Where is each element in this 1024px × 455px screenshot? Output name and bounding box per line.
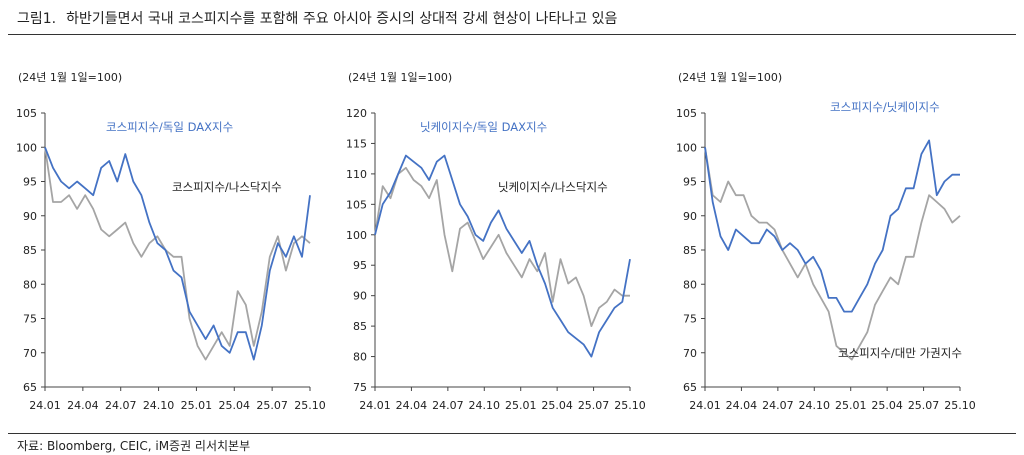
series-line-gray: [704, 147, 961, 361]
y-tick-label: 65: [23, 381, 37, 394]
y-tick-label: 100: [676, 141, 697, 154]
x-tick-label: 24.07: [432, 399, 464, 412]
y-tick-label: 80: [23, 278, 37, 291]
y-tick-label: 110: [346, 168, 367, 181]
x-tick-label: 25.07: [256, 399, 288, 412]
x-tick-label: 25.01: [181, 399, 213, 412]
series-label: 닛케이지수/독일 DAX지수: [420, 120, 547, 134]
y-tick-label: 85: [683, 244, 697, 257]
series-line-blue: [44, 146, 311, 361]
unit-label: (24년 1월 1일=100): [18, 70, 122, 84]
y-tick-label: 85: [23, 244, 37, 257]
x-tick-label: 24.10: [143, 399, 175, 412]
series-label: 코스피지수/대만 가권지수: [838, 346, 962, 360]
x-tick-label: 24.07: [105, 399, 137, 412]
series-line-gray: [44, 147, 311, 361]
y-tick-label: 75: [23, 313, 37, 326]
x-tick-label: 24.04: [396, 399, 428, 412]
figure-title: 그림1. 하반기들면서 국내 코스피지수를 포함해 주요 아시아 증시의 상대적 …: [17, 8, 617, 28]
y-tick-label: 65: [683, 381, 697, 394]
y-tick-label: 75: [353, 381, 367, 394]
y-tick-label: 90: [683, 210, 697, 223]
source-divider: [8, 433, 1016, 434]
chart-kospi-asia: (24년 1월 1일=100) 105 100 95 90 85 80 75 70 65 24.01…: [676, 70, 976, 412]
x-tick-label: 24.01: [29, 399, 61, 412]
y-tick-label: 85: [353, 320, 367, 333]
series-label: 닛케이지수/나스닥지수: [498, 180, 608, 194]
y-tick-label: 80: [353, 351, 367, 364]
y-tick-label: 95: [683, 176, 697, 189]
unit-label: (24년 1월 1일=100): [348, 70, 452, 84]
chart-nikkei: (24년 1월 1일=100) 120 115 110 105 100 95 90 85 80 75…: [346, 70, 646, 412]
y-tick-label: 105: [346, 198, 367, 211]
y-tick-label: 120: [346, 107, 367, 120]
figure-title-text: 하반기들면서 국내 코스피지수를 포함해 주요 아시아 증시의 상대적 강세 현…: [66, 11, 618, 27]
y-tick-label: 70: [683, 347, 697, 360]
y-tick-label: 105: [16, 107, 37, 120]
y-tick-label: 80: [683, 278, 697, 291]
chart-kospi: (24년 1월 1일=100) 105 100 95 90 85 80 75 70 65 24.01…: [16, 70, 326, 412]
y-tick-label: 95: [23, 176, 37, 189]
x-tick-label: 24.01: [359, 399, 391, 412]
y-tick-label: 75: [683, 313, 697, 326]
y-tick-label: 90: [353, 290, 367, 303]
series-label: 코스피지수/닛케이지수: [830, 100, 940, 114]
x-tick-label: 24.07: [762, 399, 794, 412]
x-tick-label: 24.04: [726, 399, 758, 412]
x-tick-label: 25.01: [835, 399, 867, 412]
y-tick-label: 100: [346, 229, 367, 242]
title-divider: [8, 34, 1016, 35]
x-tick-label: 24.10: [799, 399, 831, 412]
series-line-blue: [704, 139, 960, 313]
y-tick-label: 105: [676, 107, 697, 120]
series-line-gray: [374, 166, 630, 328]
x-tick-label: 25.10: [614, 399, 646, 412]
x-tick-label: 25.10: [294, 399, 326, 412]
y-tick-label: 70: [23, 347, 37, 360]
x-tick-label: 25.07: [908, 399, 940, 412]
y-tick-label: 100: [16, 141, 37, 154]
figure-number: 그림1.: [17, 11, 57, 27]
x-tick-label: 25.04: [541, 399, 573, 412]
y-tick-label: 115: [346, 137, 367, 150]
series-label: 코스피지수/독일 DAX지수: [106, 120, 233, 134]
x-tick-label: 25.10: [944, 399, 976, 412]
series-line-blue: [374, 154, 631, 358]
x-tick-label: 24.04: [67, 399, 99, 412]
x-tick-label: 25.04: [219, 399, 251, 412]
x-tick-label: 24.01: [689, 399, 721, 412]
x-tick-label: 25.07: [578, 399, 610, 412]
unit-label: (24년 1월 1일=100): [678, 70, 782, 84]
y-tick-label: 90: [23, 210, 37, 223]
x-tick-label: 25.01: [505, 399, 537, 412]
series-label: 코스피지수/나스닥지수: [172, 180, 282, 194]
x-tick-label: 25.04: [871, 399, 903, 412]
source-note: 자료: Bloomberg, CEIC, iM증권 리서치본부: [17, 439, 251, 453]
x-tick-label: 24.10: [469, 399, 501, 412]
y-tick-label: 95: [353, 259, 367, 272]
